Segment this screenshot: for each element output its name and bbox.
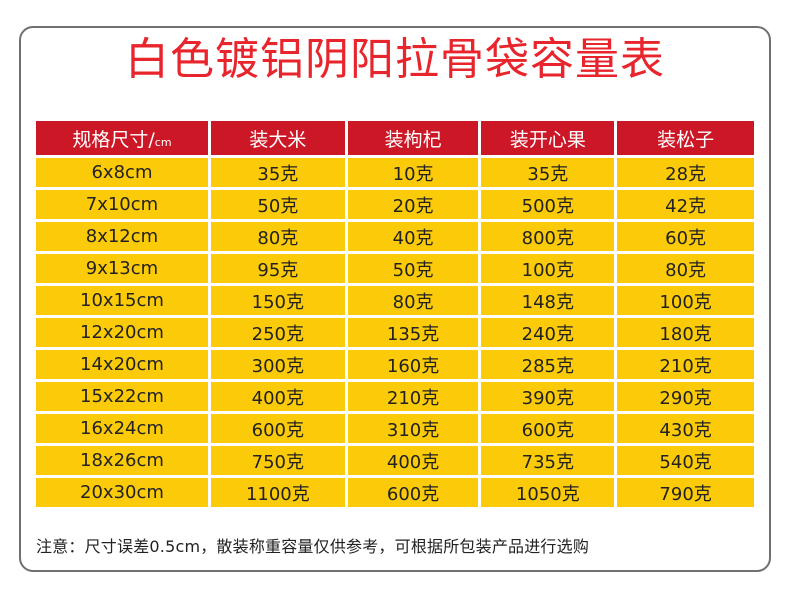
cell-pine-nut: 540克	[617, 446, 754, 475]
cell-rice: 50克	[210, 190, 345, 219]
page-title: 白色镀铝阴阳拉骨袋容量表	[125, 34, 665, 85]
cell-rice: 150克	[210, 286, 345, 315]
note-text: 注意：尺寸误差0.5cm，散装称重容量仅供参考，可根据所包装产品进行选购	[36, 537, 590, 556]
cell-goji: 20克	[347, 190, 479, 219]
cell-pistachio: 148克	[481, 286, 615, 315]
cell-pistachio: 500克	[481, 190, 615, 219]
cell-goji: 310克	[347, 414, 479, 443]
cell-size: 9x13cm	[36, 254, 208, 283]
cell-goji: 40克	[347, 222, 479, 251]
cell-size: 18x26cm	[36, 446, 208, 475]
table-row: 6x8cm 35克 10克 35克 28克	[36, 158, 754, 187]
cell-pine-nut: 80克	[617, 254, 754, 283]
cell-goji: 400克	[347, 446, 479, 475]
cell-pistachio: 100克	[481, 254, 615, 283]
header-pine-nut: 装松子	[617, 121, 754, 155]
header-rice: 装大米	[210, 121, 345, 155]
cell-rice: 600克	[210, 414, 345, 443]
table-body: 6x8cm 35克 10克 35克 28克 7x10cm 50克 20克 500克 42克 8x12…	[36, 158, 754, 507]
cell-rice: 35克	[210, 158, 345, 187]
header-size-label: 规格尺寸/	[72, 128, 155, 151]
cell-size: 7x10cm	[36, 190, 208, 219]
cell-size: 14x20cm	[36, 350, 208, 379]
cell-pistachio: 735克	[481, 446, 615, 475]
cell-pistachio: 35克	[481, 158, 615, 187]
header-size: 规格尺寸/cm	[36, 121, 208, 155]
cell-size: 8x12cm	[36, 222, 208, 251]
cell-goji: 210克	[347, 382, 479, 411]
cell-pine-nut: 28克	[617, 158, 754, 187]
cell-pine-nut: 60克	[617, 222, 754, 251]
cell-pine-nut: 180克	[617, 318, 754, 347]
cell-goji: 135克	[347, 318, 479, 347]
cell-pistachio: 600克	[481, 414, 615, 443]
cell-rice: 80克	[210, 222, 345, 251]
table-row: 9x13cm 95克 50克 100克 80克	[36, 254, 754, 283]
cell-pine-nut: 42克	[617, 190, 754, 219]
cell-size: 10x15cm	[36, 286, 208, 315]
header-pistachio: 装开心果	[481, 121, 615, 155]
header-goji: 装枸杞	[347, 121, 479, 155]
table-row: 8x12cm 80克 40克 800克 60克	[36, 222, 754, 251]
cell-goji: 600克	[347, 478, 479, 507]
table-header-row: 规格尺寸/cm 装大米 装枸杞 装开心果 装松子	[36, 121, 754, 155]
table-row: 14x20cm 300克 160克 285克 210克	[36, 350, 754, 379]
cell-pistachio: 1050克	[481, 478, 615, 507]
cell-goji: 10克	[347, 158, 479, 187]
cell-pine-nut: 430克	[617, 414, 754, 443]
cell-size: 6x8cm	[36, 158, 208, 187]
cell-pine-nut: 790克	[617, 478, 754, 507]
cell-rice: 1100克	[210, 478, 345, 507]
cell-pine-nut: 210克	[617, 350, 754, 379]
cell-size: 12x20cm	[36, 318, 208, 347]
capacity-table: 规格尺寸/cm 装大米 装枸杞 装开心果 装松子 6x8cm 35克 10克 35克 2…	[33, 118, 757, 510]
cell-pistachio: 390克	[481, 382, 615, 411]
table-row: 15x22cm 400克 210克 390克 290克	[36, 382, 754, 411]
cell-rice: 95克	[210, 254, 345, 283]
table-row: 16x24cm 600克 310克 600克 430克	[36, 414, 754, 443]
cell-size: 15x22cm	[36, 382, 208, 411]
cell-rice: 750克	[210, 446, 345, 475]
cell-rice: 300克	[210, 350, 345, 379]
header-size-unit: cm	[154, 135, 172, 149]
cell-rice: 250克	[210, 318, 345, 347]
cell-size: 16x24cm	[36, 414, 208, 443]
table-row: 18x26cm 750克 400克 735克 540克	[36, 446, 754, 475]
table-row: 10x15cm 150克 80克 148克 100克	[36, 286, 754, 315]
cell-rice: 400克	[210, 382, 345, 411]
cell-size: 20x30cm	[36, 478, 208, 507]
table-row: 7x10cm 50克 20克 500克 42克	[36, 190, 754, 219]
table-row: 20x30cm 1100克 600克 1050克 790克	[36, 478, 754, 507]
cell-goji: 50克	[347, 254, 479, 283]
cell-pistachio: 240克	[481, 318, 615, 347]
cell-goji: 80克	[347, 286, 479, 315]
table-row: 12x20cm 250克 135克 240克 180克	[36, 318, 754, 347]
cell-pistachio: 285克	[481, 350, 615, 379]
cell-pine-nut: 290克	[617, 382, 754, 411]
cell-goji: 160克	[347, 350, 479, 379]
cell-pistachio: 800克	[481, 222, 615, 251]
cell-pine-nut: 100克	[617, 286, 754, 315]
